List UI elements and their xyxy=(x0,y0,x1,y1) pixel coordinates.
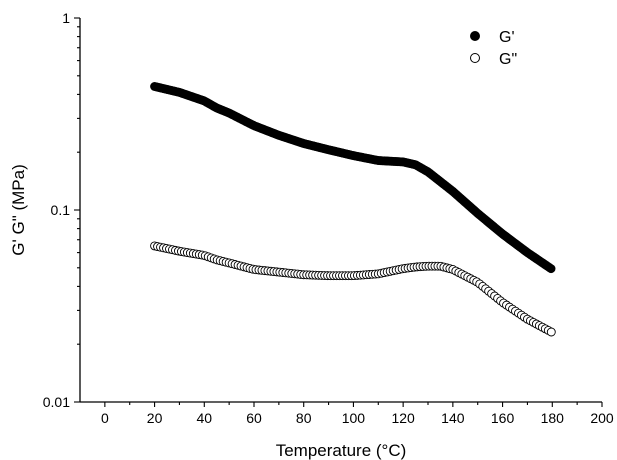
data-point xyxy=(546,327,556,337)
x-tick-label: 200 xyxy=(590,410,614,426)
legend-label: G" xyxy=(499,51,517,68)
axis-ticks: 0 20 40 60 80 100 120 140 160 180 200 0.01 0.1 1 xyxy=(43,10,614,426)
series-g-double-prime xyxy=(150,241,556,337)
x-tick-label: 180 xyxy=(541,410,565,426)
y-tick-label: 0.01 xyxy=(43,394,70,410)
x-tick-label: 160 xyxy=(491,410,515,426)
x-axis-title: Temperature (°C) xyxy=(276,441,407,460)
x-tick-label: 0 xyxy=(101,410,109,426)
x-tick-label: 120 xyxy=(391,410,415,426)
series-layer xyxy=(150,82,556,337)
x-tick-label: 100 xyxy=(342,410,366,426)
data-point xyxy=(546,264,556,274)
series-g-prime xyxy=(150,82,556,274)
legend-marker xyxy=(470,31,480,41)
x-tick-label: 80 xyxy=(296,410,312,426)
y-axis-title: G' G" (MPa) xyxy=(9,164,28,255)
x-tick-label: 20 xyxy=(147,410,163,426)
y-tick-label: 0.1 xyxy=(51,202,71,218)
x-tick-label: 40 xyxy=(196,410,212,426)
legend: G' G" xyxy=(470,29,517,68)
plot-area xyxy=(79,18,602,403)
x-tick-label: 140 xyxy=(441,410,465,426)
x-tick-label: 60 xyxy=(246,410,262,426)
y-tick-label: 1 xyxy=(62,10,70,26)
legend-marker xyxy=(470,53,480,63)
legend-label: G' xyxy=(499,29,515,46)
